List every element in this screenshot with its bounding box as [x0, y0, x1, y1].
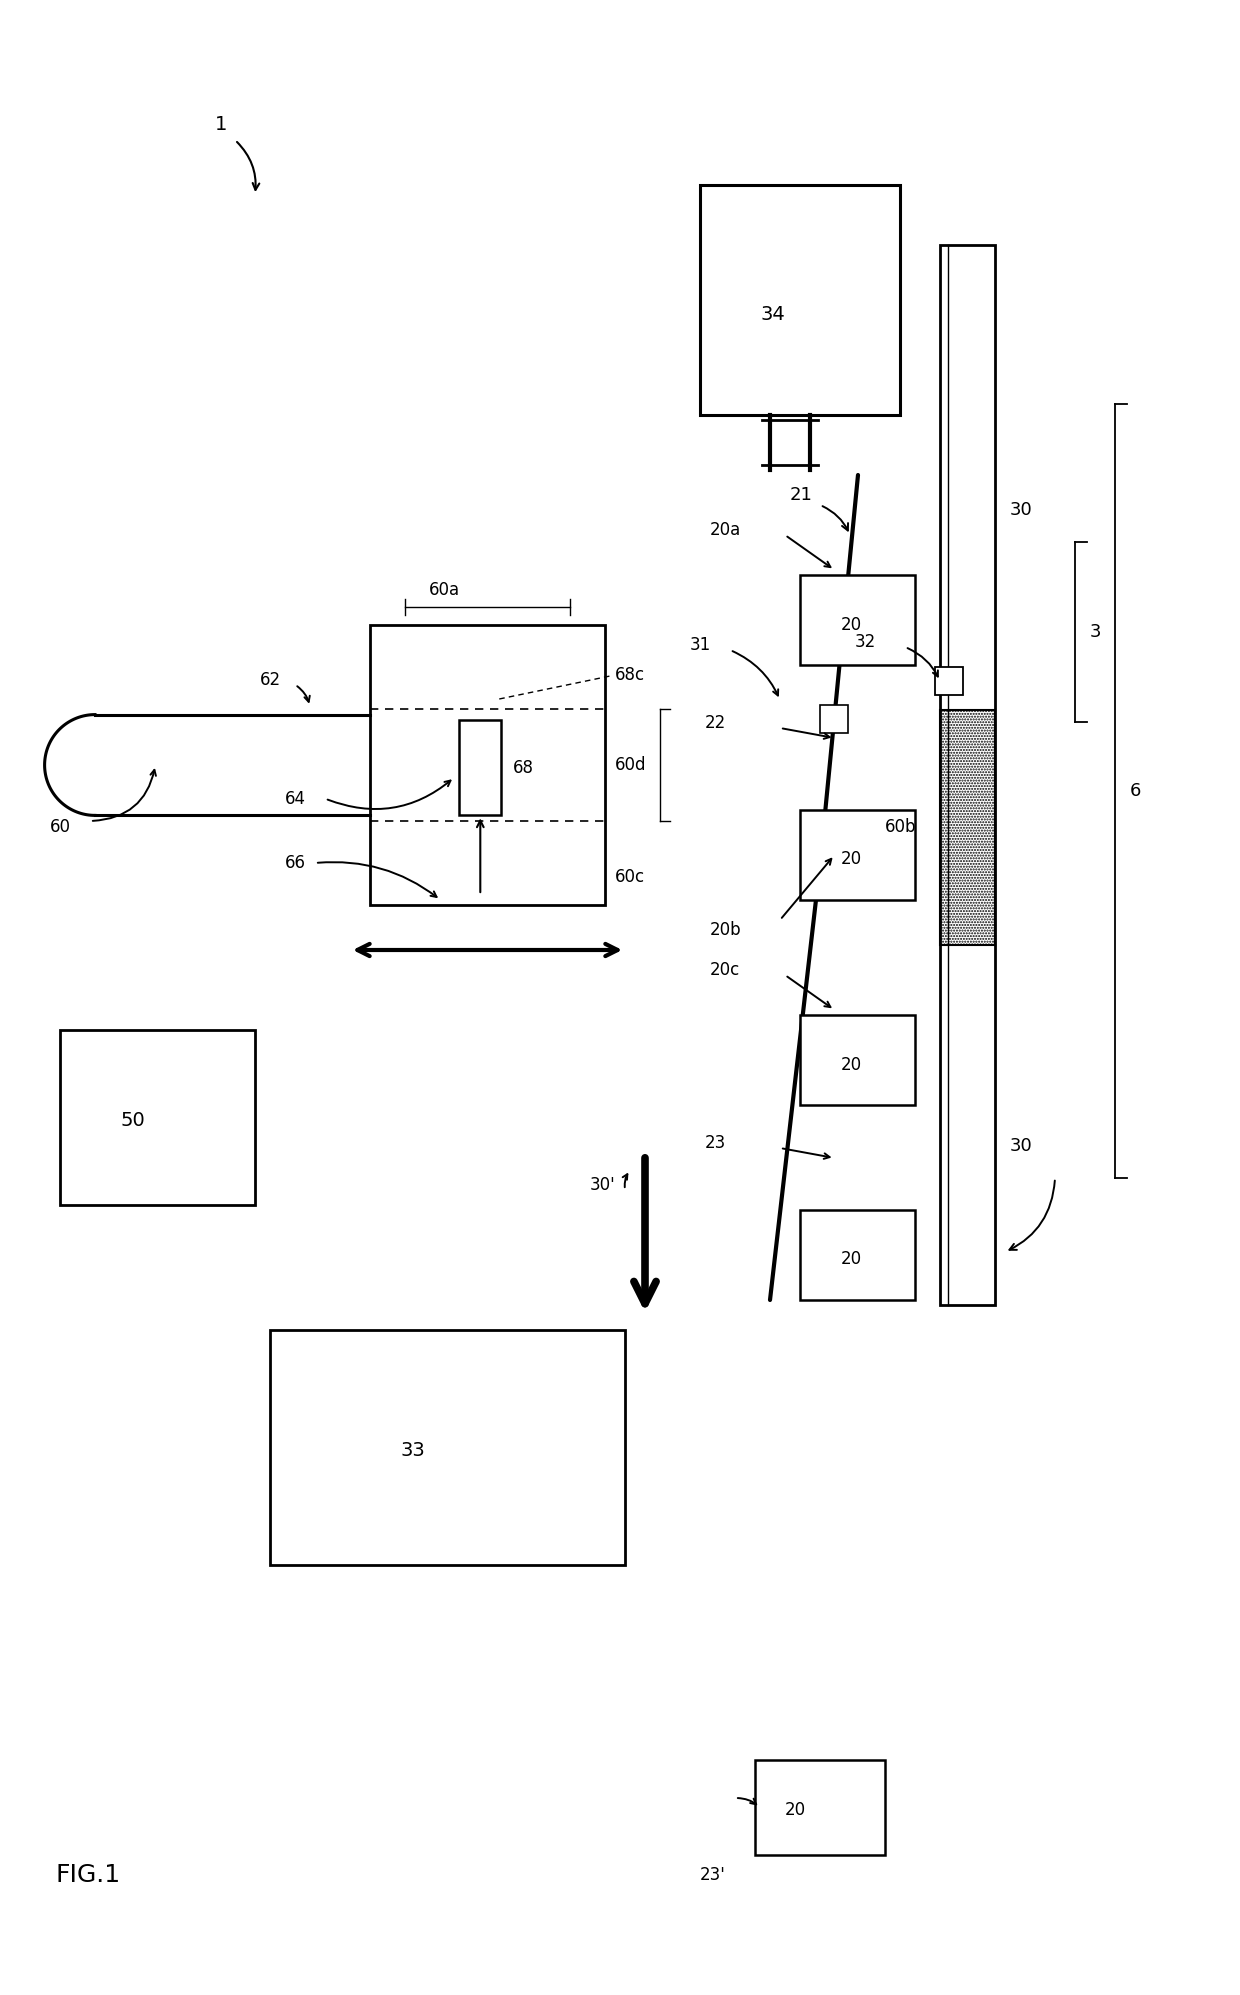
Bar — [820, 704, 848, 732]
Text: FIG.1: FIG.1 — [55, 1863, 120, 1887]
Text: 20: 20 — [841, 1055, 862, 1073]
Text: 60a: 60a — [429, 581, 460, 598]
Bar — [800, 575, 915, 664]
Text: 66: 66 — [285, 854, 306, 872]
Text: 68c: 68c — [615, 666, 645, 684]
Bar — [701, 186, 900, 415]
Text: 3: 3 — [1090, 622, 1101, 640]
Text: 20c: 20c — [711, 962, 740, 980]
Text: 30: 30 — [1011, 1137, 1033, 1155]
Text: 60: 60 — [50, 818, 71, 836]
Bar — [800, 1015, 915, 1105]
Bar — [755, 1760, 885, 1855]
Text: 20: 20 — [785, 1801, 806, 1819]
Text: 31: 31 — [689, 636, 712, 654]
Text: 23': 23' — [701, 1865, 725, 1883]
Bar — [370, 624, 605, 906]
Text: 50: 50 — [120, 1111, 145, 1129]
Text: 62: 62 — [260, 670, 281, 688]
Text: 21: 21 — [790, 487, 813, 505]
Text: 20: 20 — [841, 1251, 862, 1269]
Text: 68: 68 — [513, 758, 534, 776]
Text: 60c: 60c — [615, 868, 645, 886]
Text: 33: 33 — [401, 1440, 425, 1460]
Bar — [800, 810, 915, 900]
Text: 6: 6 — [1130, 782, 1141, 800]
Bar — [940, 245, 994, 1305]
Text: 20a: 20a — [711, 521, 742, 539]
Bar — [935, 666, 963, 694]
Text: 30': 30' — [590, 1175, 616, 1193]
Text: 64: 64 — [285, 790, 306, 808]
Text: 30: 30 — [1011, 501, 1033, 519]
Text: 34: 34 — [760, 305, 785, 325]
Bar — [270, 1331, 625, 1564]
Bar — [800, 1211, 915, 1301]
Bar — [60, 1029, 255, 1205]
Text: 32: 32 — [856, 632, 877, 650]
Text: 60b: 60b — [885, 818, 916, 836]
Text: 20: 20 — [841, 850, 862, 868]
Text: 22: 22 — [706, 714, 727, 732]
Bar — [940, 710, 994, 946]
Text: 60d: 60d — [615, 756, 646, 774]
Bar — [459, 720, 501, 816]
Text: 20b: 20b — [711, 922, 742, 940]
Text: 1: 1 — [215, 116, 227, 134]
Text: 23: 23 — [706, 1133, 727, 1151]
Text: 20: 20 — [841, 616, 862, 634]
